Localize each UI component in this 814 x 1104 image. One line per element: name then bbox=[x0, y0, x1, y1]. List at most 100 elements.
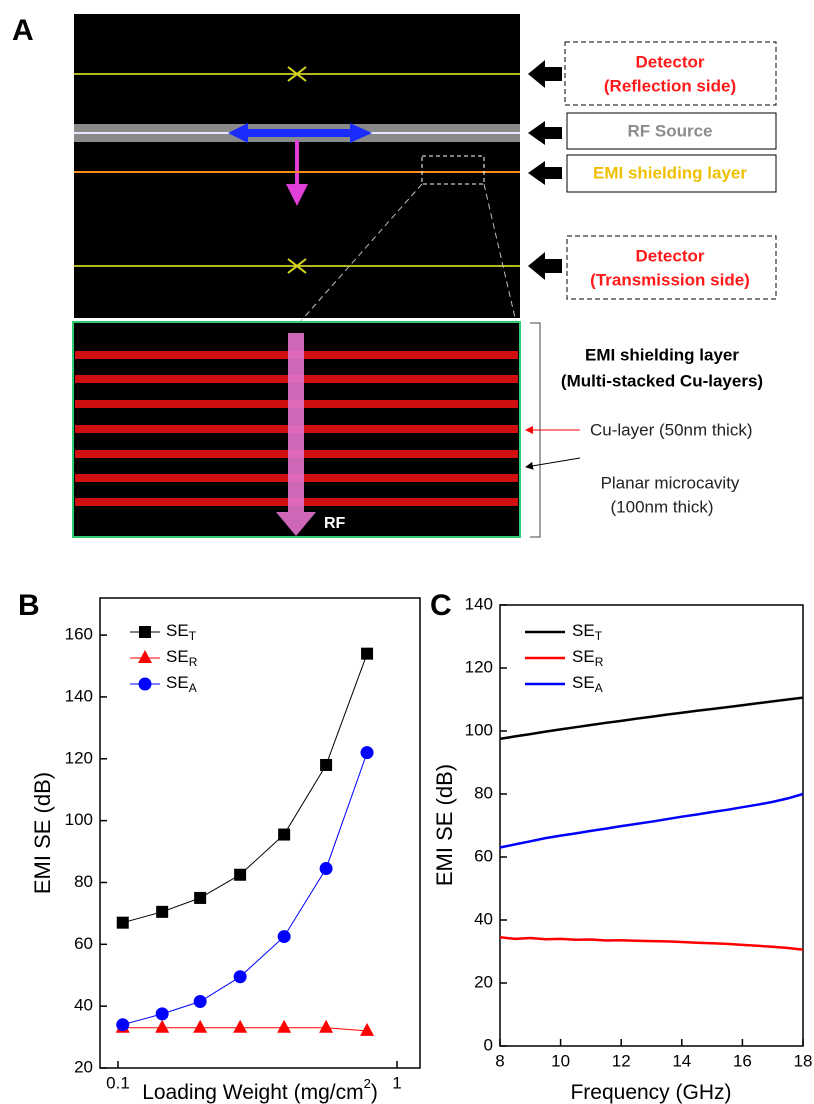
detector-label: Detector bbox=[636, 52, 705, 71]
legend-label: SEA bbox=[166, 673, 197, 695]
marker bbox=[116, 1018, 130, 1032]
legend-name: SE bbox=[166, 621, 189, 640]
detector-box bbox=[566, 235, 777, 300]
legend-label: SER bbox=[572, 647, 604, 669]
y-tick-label: 120 bbox=[465, 657, 493, 676]
marker bbox=[155, 1019, 170, 1033]
y-tick-label: 80 bbox=[74, 872, 93, 891]
zoom-title: EMI shielding layer bbox=[585, 345, 739, 364]
chart: B 20 40 60 80 100 120 140 160 0.1 1 Loading Weight … bbox=[18, 589, 421, 1104]
cavity-pointer bbox=[525, 457, 581, 470]
legend-label: SET bbox=[166, 621, 197, 643]
layer-box bbox=[566, 154, 777, 193]
marker bbox=[319, 862, 333, 876]
panel-label: C bbox=[430, 589, 452, 622]
source-box bbox=[566, 112, 777, 150]
y-tick-label: 0 bbox=[484, 1035, 493, 1054]
marker bbox=[233, 970, 247, 984]
legend-label: SEA bbox=[572, 673, 603, 695]
x-tick-label: 16 bbox=[733, 1051, 752, 1070]
y-tick-label: 100 bbox=[65, 810, 93, 829]
cavity-label: Planar microcavity bbox=[601, 473, 740, 492]
marker bbox=[234, 868, 247, 881]
x-tick-label: 1 bbox=[392, 1073, 401, 1092]
legend-label: SET bbox=[572, 621, 603, 643]
legend-name: SE bbox=[166, 673, 189, 692]
detector-box bbox=[564, 41, 777, 106]
legend-name: SE bbox=[166, 647, 189, 666]
x-axis-title-sup: 2 bbox=[364, 1076, 371, 1091]
x-tick-label: 8 bbox=[495, 1051, 504, 1070]
legend-name: SE bbox=[572, 673, 595, 692]
zoom-subtitle: (Multi-stacked Cu-layers) bbox=[561, 371, 763, 390]
legend-sub: T bbox=[189, 629, 197, 643]
x-axis-title: Loading Weight (mg/cm2) bbox=[142, 1076, 378, 1103]
y-tick-label: 100 bbox=[465, 720, 493, 739]
x-tick-label: 14 bbox=[672, 1051, 691, 1070]
marker bbox=[138, 650, 152, 663]
detector-label: Detector bbox=[636, 246, 705, 265]
x-axis-title-text: Loading Weight (mg/cm bbox=[142, 1081, 363, 1104]
detector-point bbox=[287, 66, 307, 82]
y-tick-label: 60 bbox=[474, 846, 493, 865]
series-line bbox=[499, 936, 804, 951]
zoom-box bbox=[421, 155, 485, 185]
panel-label: B bbox=[18, 589, 40, 622]
marker bbox=[319, 1019, 334, 1033]
series-line bbox=[499, 696, 804, 741]
x-tick-label: 12 bbox=[612, 1051, 631, 1070]
chart: C 0 20 40 60 80 100 120 140 8 10 12 14 16 18 Frequency … bbox=[430, 589, 812, 1104]
marker bbox=[155, 1007, 169, 1021]
legend-name: SE bbox=[572, 621, 595, 640]
x-axis-title-text: Frequency (GHz) bbox=[570, 1081, 731, 1104]
y-tick-label: 140 bbox=[465, 594, 493, 613]
y-tick-label: 20 bbox=[474, 972, 493, 991]
y-tick-label: 40 bbox=[474, 909, 493, 928]
marker bbox=[320, 758, 333, 771]
zoom-guide bbox=[483, 183, 517, 323]
marker bbox=[277, 930, 291, 944]
y-axis-title: EMI SE (dB) bbox=[30, 772, 55, 894]
marker bbox=[361, 647, 374, 660]
marker bbox=[156, 905, 169, 918]
legend-name: SE bbox=[572, 647, 595, 666]
legend-sub: R bbox=[189, 655, 198, 669]
marker bbox=[233, 1019, 248, 1033]
series-line bbox=[122, 752, 368, 1026]
x-axis-title: Frequency (GHz) bbox=[570, 1081, 731, 1104]
polarization-arrow bbox=[228, 123, 372, 143]
marker bbox=[193, 995, 207, 1009]
y-tick-label: 40 bbox=[74, 996, 93, 1015]
marker bbox=[360, 1022, 375, 1036]
detector-point bbox=[287, 258, 307, 274]
plot-frame bbox=[499, 604, 804, 1047]
marker bbox=[360, 746, 374, 760]
zoom-guide bbox=[299, 183, 423, 323]
marker bbox=[194, 891, 207, 904]
x-axis-title-end: ) bbox=[371, 1081, 378, 1104]
x-tick-label: 0.1 bbox=[106, 1073, 130, 1092]
y-tick-label: 20 bbox=[74, 1057, 93, 1076]
y-tick-label: 120 bbox=[65, 748, 93, 767]
y-tick-label: 80 bbox=[474, 783, 493, 802]
marker bbox=[116, 916, 129, 929]
panel-label: A bbox=[12, 14, 34, 47]
plot-frame bbox=[99, 597, 421, 1069]
marker bbox=[139, 626, 151, 638]
rf-arrow bbox=[276, 333, 316, 536]
rf-label: RF bbox=[324, 515, 346, 532]
y-tick-label: 160 bbox=[65, 625, 93, 644]
y-tick-label: 140 bbox=[65, 686, 93, 705]
y-axis-title: EMI SE (dB) bbox=[432, 764, 457, 886]
x-tick-label: 18 bbox=[794, 1051, 813, 1070]
series-line bbox=[499, 792, 804, 849]
layer-label: EMI shielding layer bbox=[593, 163, 747, 182]
detector-side: (Transmission side) bbox=[590, 270, 750, 289]
legend-sub: A bbox=[595, 681, 603, 695]
legend-sub: T bbox=[595, 629, 603, 643]
y-tick-label: 60 bbox=[74, 934, 93, 953]
marker bbox=[138, 677, 152, 691]
detector-side: (Reflection side) bbox=[604, 76, 736, 95]
